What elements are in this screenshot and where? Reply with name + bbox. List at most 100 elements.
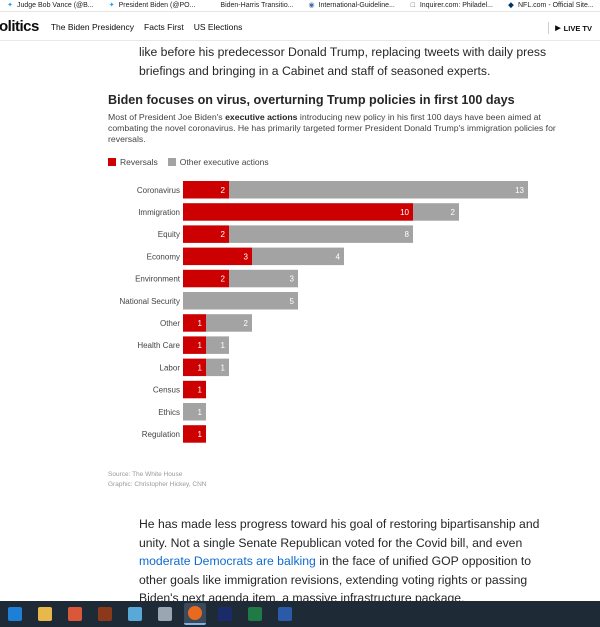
legend-label: Other executive actions — [179, 157, 269, 167]
category-label: Health Care — [137, 341, 180, 350]
bookmark-5[interactable]: □ Inquirer.com: Philadel... — [409, 2, 493, 10]
bookmark-label: Inquirer.com: Philadel... — [419, 2, 493, 9]
category-label: Regulation — [142, 430, 180, 439]
photo-app-icon[interactable] — [214, 603, 236, 625]
bar-other-actions — [183, 403, 206, 421]
bar-value-label: 2 — [221, 275, 226, 284]
globe-icon: ◉ — [308, 1, 315, 9]
bookmark-3[interactable]: Biden-Harris Transitio... — [209, 2, 293, 10]
bar-other-actions — [229, 181, 528, 199]
bar-other-actions — [229, 225, 413, 243]
bar-other-actions — [206, 314, 252, 332]
excel-icon[interactable] — [244, 603, 266, 625]
bar-value-label: 5 — [290, 297, 295, 306]
live-tv-button[interactable]: ▶ LIVE TV — [548, 22, 592, 34]
bar-value-label: 4 — [336, 252, 341, 261]
bar-reversals — [183, 181, 229, 199]
bar-reversals — [183, 269, 229, 288]
legend-label: Reversals — [120, 157, 158, 167]
bar-value-label: 1 — [221, 363, 226, 372]
bookmark-1[interactable]: ✦ Judge Bob Vance (@B... — [6, 2, 94, 10]
article-paragraph: He has made less progress toward his goa… — [139, 515, 551, 608]
bookmarks-bar: ✦ Judge Bob Vance (@B... ✦ President Biden… — [0, 0, 600, 12]
bookmark-label: International-Guideline... — [318, 2, 395, 9]
category-label: Environment — [135, 275, 181, 284]
chart-title: Biden focuses on virus, overturning Trum… — [108, 93, 515, 107]
bar-value-label: 2 — [451, 208, 456, 217]
game-icon[interactable] — [94, 603, 116, 625]
bar-value-label: 1 — [198, 386, 203, 395]
bar-value-label: 8 — [405, 230, 410, 239]
chart-source: Source: The White House Graphic: Christo… — [108, 470, 207, 490]
bar-reversals — [183, 203, 413, 221]
site-logo[interactable]: olitics — [0, 18, 39, 35]
bar-reversals — [183, 247, 252, 266]
nav-biden-presidency[interactable]: The Biden Presidency — [50, 21, 135, 32]
bookmark-6[interactable]: ◆ NFL.com - Official Site... — [507, 1, 593, 10]
page-icon — [209, 2, 217, 10]
bar-value-label: 1 — [198, 430, 203, 439]
source-text: Source: The White House — [108, 471, 183, 478]
nav-facts-first[interactable]: Facts First — [144, 21, 184, 32]
paragraph-text: He has made less progress toward his goa… — [139, 517, 540, 550]
bar-reversals — [183, 225, 229, 243]
calculator-icon[interactable] — [154, 603, 176, 625]
word-icon[interactable] — [274, 603, 296, 625]
bar-other-actions — [252, 247, 344, 266]
category-label: Other — [160, 319, 180, 328]
category-label: Ethics — [158, 408, 180, 417]
category-label: Coronavirus — [137, 186, 180, 195]
windows-icon[interactable] — [4, 603, 26, 625]
bar-value-label: 2 — [221, 186, 226, 195]
inquirer-icon: □ — [410, 1, 415, 9]
subtitle-text: introducing new policy in his first 100 … — [108, 112, 556, 145]
media-player-icon[interactable] — [64, 603, 86, 625]
live-tv-label: LIVE TV — [563, 23, 592, 33]
bar-other-actions — [229, 269, 298, 288]
legend-swatch-other — [167, 158, 176, 166]
bar-other-actions — [413, 203, 459, 221]
bar-value-label: 10 — [400, 208, 409, 217]
legend-swatch-reversals — [108, 158, 116, 166]
bookmark-4[interactable]: ◉ International-Guideline... — [308, 1, 395, 10]
bar-reversals — [183, 380, 206, 399]
bar-value-label: 3 — [244, 252, 249, 261]
bar-reversals — [183, 425, 206, 443]
bar-value-label: 3 — [290, 275, 295, 284]
taskbar — [0, 601, 600, 627]
bar-other-actions — [206, 336, 229, 354]
bar-value-label: 2 — [221, 230, 226, 239]
chart-subtitle: Most of President Joe Biden's executive … — [108, 112, 578, 146]
site-nav: olitics The Biden Presidency Facts First… — [0, 13, 600, 41]
twitter-icon: ✦ — [108, 1, 115, 9]
firefox-icon[interactable] — [184, 603, 206, 625]
file-explorer-icon[interactable] — [34, 603, 56, 625]
article-link[interactable]: moderate Democrats are balking — [139, 554, 316, 568]
twitter-icon: ✦ — [7, 1, 13, 9]
subtitle-text: Most of President Joe Biden's — [108, 112, 226, 122]
legend-item-reversals: Reversals — [108, 157, 158, 167]
bar-reversals — [183, 336, 206, 354]
play-icon: ▶ — [555, 25, 561, 32]
category-label: National Security — [120, 297, 180, 306]
nfl-icon: ◆ — [508, 1, 514, 9]
bookmark-2[interactable]: ✦ President Biden (@PO... — [108, 2, 196, 10]
category-label: Immigration — [138, 208, 180, 217]
credit-text: Graphic: Christopher Hickey, CNN — [108, 481, 207, 488]
nav-us-elections[interactable]: US Elections — [193, 21, 243, 32]
category-label: Labor — [160, 363, 181, 372]
category-label: Census — [153, 386, 180, 395]
bar-value-label: 2 — [244, 319, 249, 328]
bookmark-label: Judge Bob Vance (@B... — [17, 2, 94, 9]
subtitle-emphasis: executive actions — [225, 112, 298, 122]
bar-value-label: 1 — [198, 319, 203, 328]
chart-legend: Reversals Other executive actions — [108, 157, 279, 167]
category-label: Economy — [147, 252, 180, 261]
bookmark-label: Biden-Harris Transitio... — [220, 2, 294, 9]
bar-other-actions — [183, 292, 298, 310]
legend-item-other: Other executive actions — [167, 157, 269, 167]
network-icon[interactable] — [124, 603, 146, 625]
bar-reversals — [183, 358, 206, 377]
article-paragraph: like before his predecessor Donald Trump… — [139, 45, 547, 78]
